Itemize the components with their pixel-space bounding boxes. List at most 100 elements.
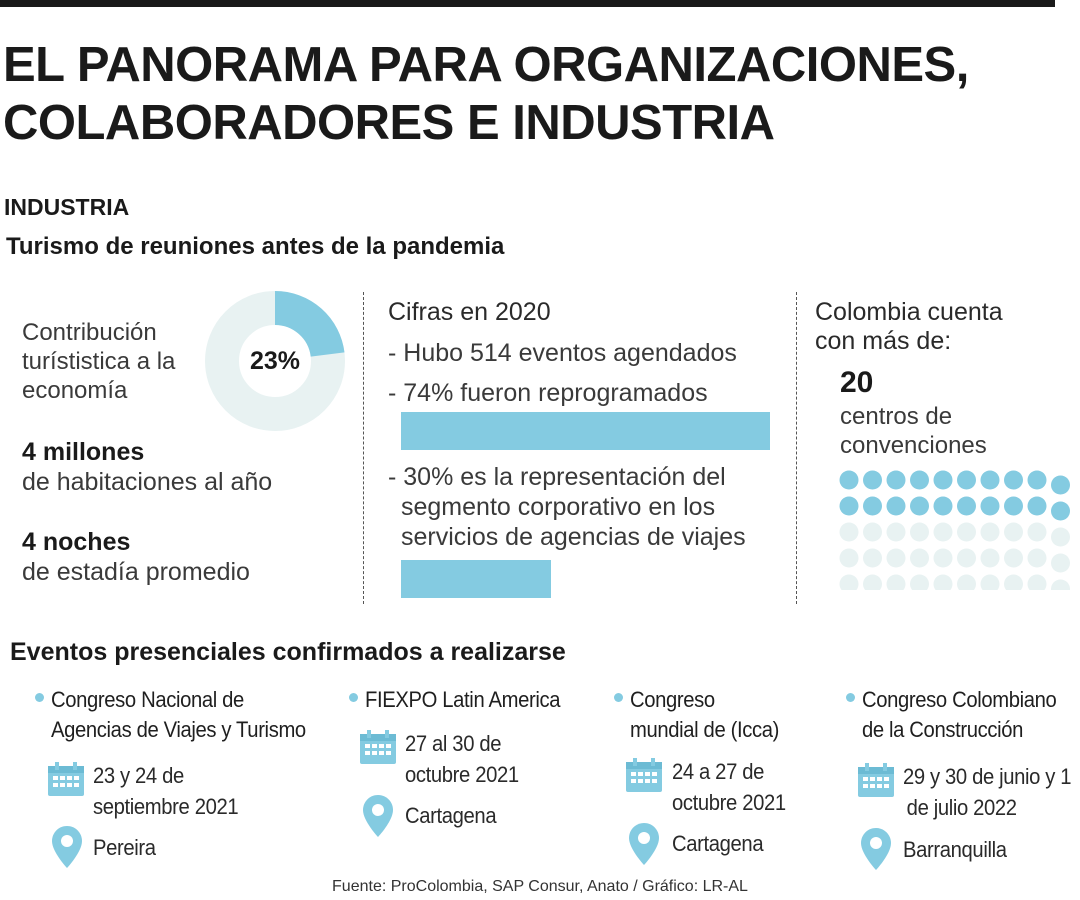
event-name: Congreso Colombiano de la Construcción [862, 685, 1057, 745]
dot-filled [957, 470, 976, 490]
dot-filled [839, 496, 859, 516]
title-line-2: COLABORADORES E INDUSTRIA [3, 96, 775, 150]
corporate-line: segmento corporativo en los [401, 493, 716, 521]
dot-empty [957, 574, 976, 590]
event-place: Cartagena [405, 803, 497, 828]
location-pin-icon [629, 823, 659, 865]
dot-empty [957, 522, 976, 542]
dot-empty [1004, 574, 1023, 590]
donut-label-line: economía [22, 377, 128, 404]
dot-empty [863, 548, 882, 568]
dot-empty [933, 548, 953, 568]
dot-filled [910, 496, 929, 516]
figures-heading: Cifras en 2020 [388, 298, 551, 326]
event-place: Pereira [93, 835, 156, 860]
event-date: 23 y 24 de septiembre 2021 [93, 760, 239, 822]
event-date-line: 29 y 30 de junio y 1 [903, 764, 1072, 789]
centers-heading-line: Colombia cuenta [815, 298, 1003, 326]
column-divider [363, 292, 364, 604]
dot-filled [933, 470, 953, 490]
event-date-line: 27 al 30 de [405, 731, 502, 756]
rescheduled-bar [401, 412, 770, 450]
dot-empty [933, 574, 953, 590]
event-name: Congreso mundial de (Icca) [630, 685, 779, 745]
dot-filled [1004, 496, 1023, 516]
dot-filled [933, 496, 953, 516]
centers-caption: centros de convenciones [840, 402, 987, 460]
donut-segment [205, 291, 345, 431]
dot-empty [980, 574, 1000, 590]
dot-empty [886, 548, 906, 568]
centers-heading-line: con más de: [815, 327, 952, 355]
event-name-line: Congreso Nacional de [51, 687, 244, 712]
dot-empty [910, 548, 929, 568]
stat-value: 4 noches [22, 528, 131, 556]
dot-empty [1051, 527, 1070, 547]
dot-filled [1004, 470, 1023, 490]
centers-heading: Colombia cuenta con más de: [815, 298, 1003, 356]
dot-empty [1004, 548, 1023, 568]
corporate-bar [401, 560, 551, 598]
figure-corporate: - 30% es la representación del segmento … [388, 462, 746, 552]
bullet-icon [846, 693, 855, 702]
calendar-icon [48, 762, 84, 796]
donut-label-line: Contribución [22, 319, 157, 346]
page-title: EL PANORAMA PARA ORGANIZACIONES, COLABOR… [3, 36, 969, 152]
location-pin-icon [363, 795, 393, 837]
dot-filled [863, 496, 882, 516]
event-name-line: FIEXPO Latin America [365, 687, 561, 712]
corporate-line: servicios de agencias de viajes [401, 523, 746, 551]
event-date: 29 y 30 de junio y 1 de julio 2022 [903, 761, 1072, 823]
dot-empty [886, 522, 906, 542]
dot-filled [839, 470, 859, 490]
event-name: Congreso Nacional de Agencias de Viajes … [51, 685, 306, 745]
event-name-line: mundial de (Icca) [630, 717, 779, 742]
contribution-donut-chart [205, 291, 345, 431]
location-pin-icon [52, 826, 82, 868]
bullet-icon [35, 693, 44, 702]
dot-empty [933, 522, 953, 542]
event-date-line: 23 y 24 de [93, 763, 184, 788]
dot-empty [839, 574, 859, 590]
dot-filled [1051, 501, 1070, 521]
centers-caption-line: centros de [840, 403, 953, 430]
dot-filled [910, 470, 929, 490]
top-rule [0, 0, 1055, 7]
dot-empty [980, 548, 1000, 568]
dot-empty [1051, 553, 1070, 573]
title-line-1: EL PANORAMA PARA ORGANIZACIONES, [3, 38, 969, 92]
dot-filled [863, 470, 882, 490]
dot-filled [980, 496, 1000, 516]
figure-rescheduled: - 74% fueron reprogramados [388, 379, 708, 407]
dot-filled [1051, 475, 1070, 495]
event-date: 27 al 30 de octubre 2021 [405, 728, 519, 790]
event-date-line: octubre 2021 [672, 790, 786, 815]
convention-centers-dot-grid [839, 470, 1070, 590]
calendar-icon [360, 730, 396, 764]
event-name-line: de la Construcción [862, 717, 1024, 742]
event-name-line: Congreso [630, 687, 715, 712]
dot-empty [957, 548, 976, 568]
figure-events: - Hubo 514 eventos agendados [388, 339, 737, 367]
stat-caption: de estadía promedio [22, 558, 250, 586]
calendar-icon [626, 758, 662, 792]
bullet-icon [614, 693, 623, 702]
dot-filled [1027, 470, 1047, 490]
section-subtitle: Turismo de reuniones antes de la pandemi… [6, 233, 505, 260]
events-title: Eventos presenciales confirmados a reali… [10, 638, 566, 666]
dot-empty [863, 522, 882, 542]
stat-caption: de habitaciones al año [22, 468, 273, 496]
calendar-icon [858, 763, 894, 797]
stat-rooms: 4 millones de habitaciones al año [22, 437, 272, 497]
donut-label-line: turístistica a la [22, 348, 176, 375]
event-name-line: Congreso Colombiano [862, 687, 1057, 712]
dot-filled [957, 496, 976, 516]
donut-label: Contribución turístistica a la economía [22, 318, 202, 405]
event-date-line: octubre 2021 [405, 762, 519, 787]
dot-empty [1051, 579, 1070, 590]
dot-filled [886, 470, 906, 490]
event-date-line: 24 a 27 de [672, 759, 764, 784]
event-date: 24 a 27 de octubre 2021 [672, 756, 786, 818]
dot-filled [1027, 496, 1047, 516]
dot-empty [1027, 548, 1047, 568]
